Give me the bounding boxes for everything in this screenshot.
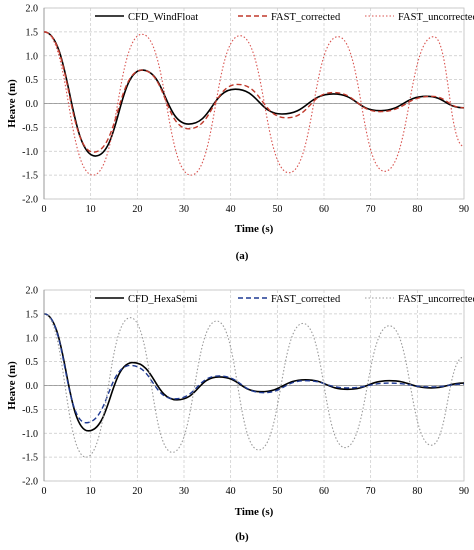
legend-label: FAST_corrected — [271, 12, 341, 23]
x-axis-label: Time (s) — [235, 506, 274, 518]
y-tick-label: 1.5 — [26, 27, 39, 38]
y-tick-label: 1.5 — [26, 309, 39, 320]
x-tick-label: 30 — [179, 486, 189, 497]
panel-caption: (b) — [235, 531, 249, 543]
series-line-fast-corrected — [43, 31, 465, 153]
y-tick-label: -1.5 — [22, 453, 38, 464]
legend-label: FAST_uncorrected — [398, 294, 474, 305]
x-tick-label: 90 — [459, 204, 469, 215]
x-tick-label: 60 — [319, 486, 329, 497]
x-tick-label: 60 — [319, 204, 329, 215]
legend-label: FAST_corrected — [271, 294, 341, 305]
y-tick-label: 0.0 — [26, 99, 39, 110]
chart-panel-b: 2.0 1.5 1.0 0.5 0.0 -0.5 -1.0 -1.5 -2.0 0 10 20 30 40… — [6, 286, 474, 544]
panel-caption: (a) — [236, 250, 249, 262]
x-tick-label: 80 — [412, 486, 422, 497]
y-tick-label: -2.0 — [22, 195, 38, 206]
y-axis-label: Heave (m) — [6, 79, 18, 128]
chart-panel-a: 2.0 1.5 1.0 0.5 0.0 -0.5 -1.0 -1.5 -2.0 0 10 20 30 40… — [6, 4, 474, 263]
legend-label: FAST_uncorrected — [398, 12, 474, 23]
series-line-cfd-hexasemi — [43, 313, 465, 432]
x-tick-label: 20 — [132, 204, 142, 215]
y-tick-label: -1.0 — [22, 429, 38, 440]
legend-label: CFD_HexaSemi — [128, 294, 197, 305]
y-tick-label: -0.5 — [22, 123, 38, 134]
legend-label: CFD_WindFloat — [128, 12, 198, 23]
series-line-fast-uncorrected — [43, 31, 465, 176]
x-tick-label: 70 — [366, 204, 376, 215]
y-tick-label: -0.5 — [22, 405, 38, 416]
x-tick-label: 80 — [412, 204, 422, 215]
x-tick-label: 20 — [132, 486, 142, 497]
y-tick-label: 1.0 — [26, 333, 39, 344]
y-tick-label: 0.0 — [26, 381, 39, 392]
x-tick-label: 10 — [86, 486, 96, 497]
x-tick-label: 50 — [272, 486, 282, 497]
x-tick-label: 50 — [272, 204, 282, 215]
y-tick-label: -2.0 — [22, 477, 38, 488]
y-tick-label: 2.0 — [26, 286, 39, 297]
x-tick-label: 70 — [366, 486, 376, 497]
y-tick-label: 0.5 — [26, 75, 39, 86]
x-tick-label: 10 — [86, 204, 96, 215]
y-axis-label: Heave (m) — [6, 361, 18, 410]
y-tick-label: 2.0 — [26, 4, 39, 15]
series-line-cfd-windfloat — [43, 31, 465, 157]
x-tick-label: 40 — [226, 486, 236, 497]
x-tick-label: 40 — [226, 204, 236, 215]
x-tick-label: 90 — [459, 486, 469, 497]
y-tick-label: -1.5 — [22, 171, 38, 182]
series-line-fast-uncorrected — [43, 313, 465, 458]
x-tick-label: 0 — [42, 204, 47, 215]
x-axis-label: Time (s) — [235, 223, 274, 235]
x-tick-label: 0 — [42, 486, 47, 497]
series-line-fast-corrected — [43, 313, 465, 424]
x-tick-label: 30 — [179, 204, 189, 215]
y-tick-label: 0.5 — [26, 357, 39, 368]
y-tick-label: -1.0 — [22, 147, 38, 158]
y-tick-label: 1.0 — [26, 51, 39, 62]
